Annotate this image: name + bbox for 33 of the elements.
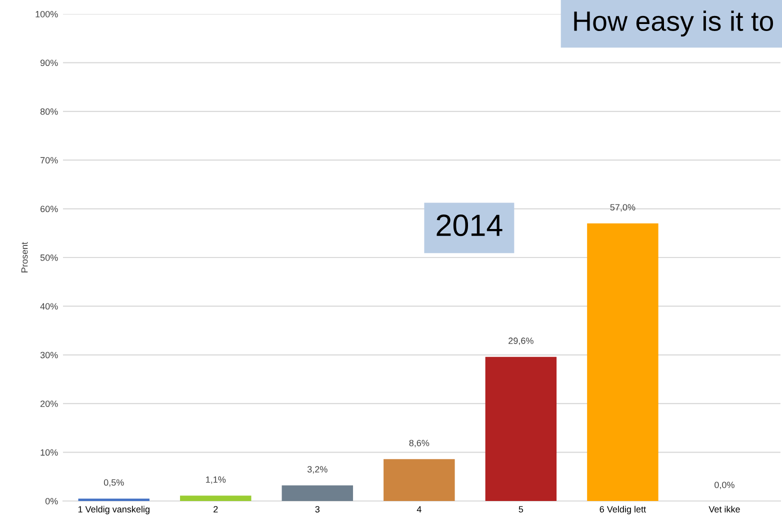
bar — [485, 356, 557, 501]
y-tick-label: 30% — [40, 352, 58, 358]
x-tick-label: 2 — [214, 506, 218, 512]
bar — [180, 496, 252, 501]
y-tick-label: 70% — [40, 157, 58, 164]
x-tick-label: 4 — [416, 506, 422, 512]
y-tick-label: 80% — [40, 108, 58, 115]
bar — [282, 485, 354, 501]
y-tick-label: 40% — [40, 303, 58, 310]
y-tick-label: 90% — [40, 60, 58, 66]
y-tick-label: 0% — [45, 498, 58, 504]
data-label: 8,6% — [409, 440, 430, 448]
bar — [587, 223, 658, 501]
y-tick-label: 60% — [40, 206, 58, 212]
y-tick-label: 100% — [36, 10, 58, 18]
y-tick-label: 10% — [40, 449, 58, 456]
x-tick-label: 6 Veldig lett — [600, 506, 646, 514]
data-label: 0,5% — [104, 479, 124, 487]
y-axis-title: Prosent — [21, 242, 28, 272]
data-label: 3,2% — [307, 466, 328, 474]
x-tick-label: Vet ikke — [708, 506, 740, 512]
annotation: How easy is it to — [574, 10, 774, 37]
annotation: 2014 — [436, 214, 502, 236]
data-label: 57,0% — [610, 204, 636, 212]
data-label: 0,0% — [714, 482, 734, 490]
y-tick-label: 50% — [40, 254, 58, 261]
x-tick-label: 5 — [518, 506, 524, 512]
x-tick-label: 3 — [315, 506, 320, 512]
y-tick-label: 20% — [40, 400, 58, 407]
bar — [384, 459, 455, 501]
x-tick-label: 1 Veldig vanskelig — [78, 506, 150, 514]
data-label: 29,6% — [508, 338, 534, 346]
data-label: 1,1% — [206, 476, 226, 484]
